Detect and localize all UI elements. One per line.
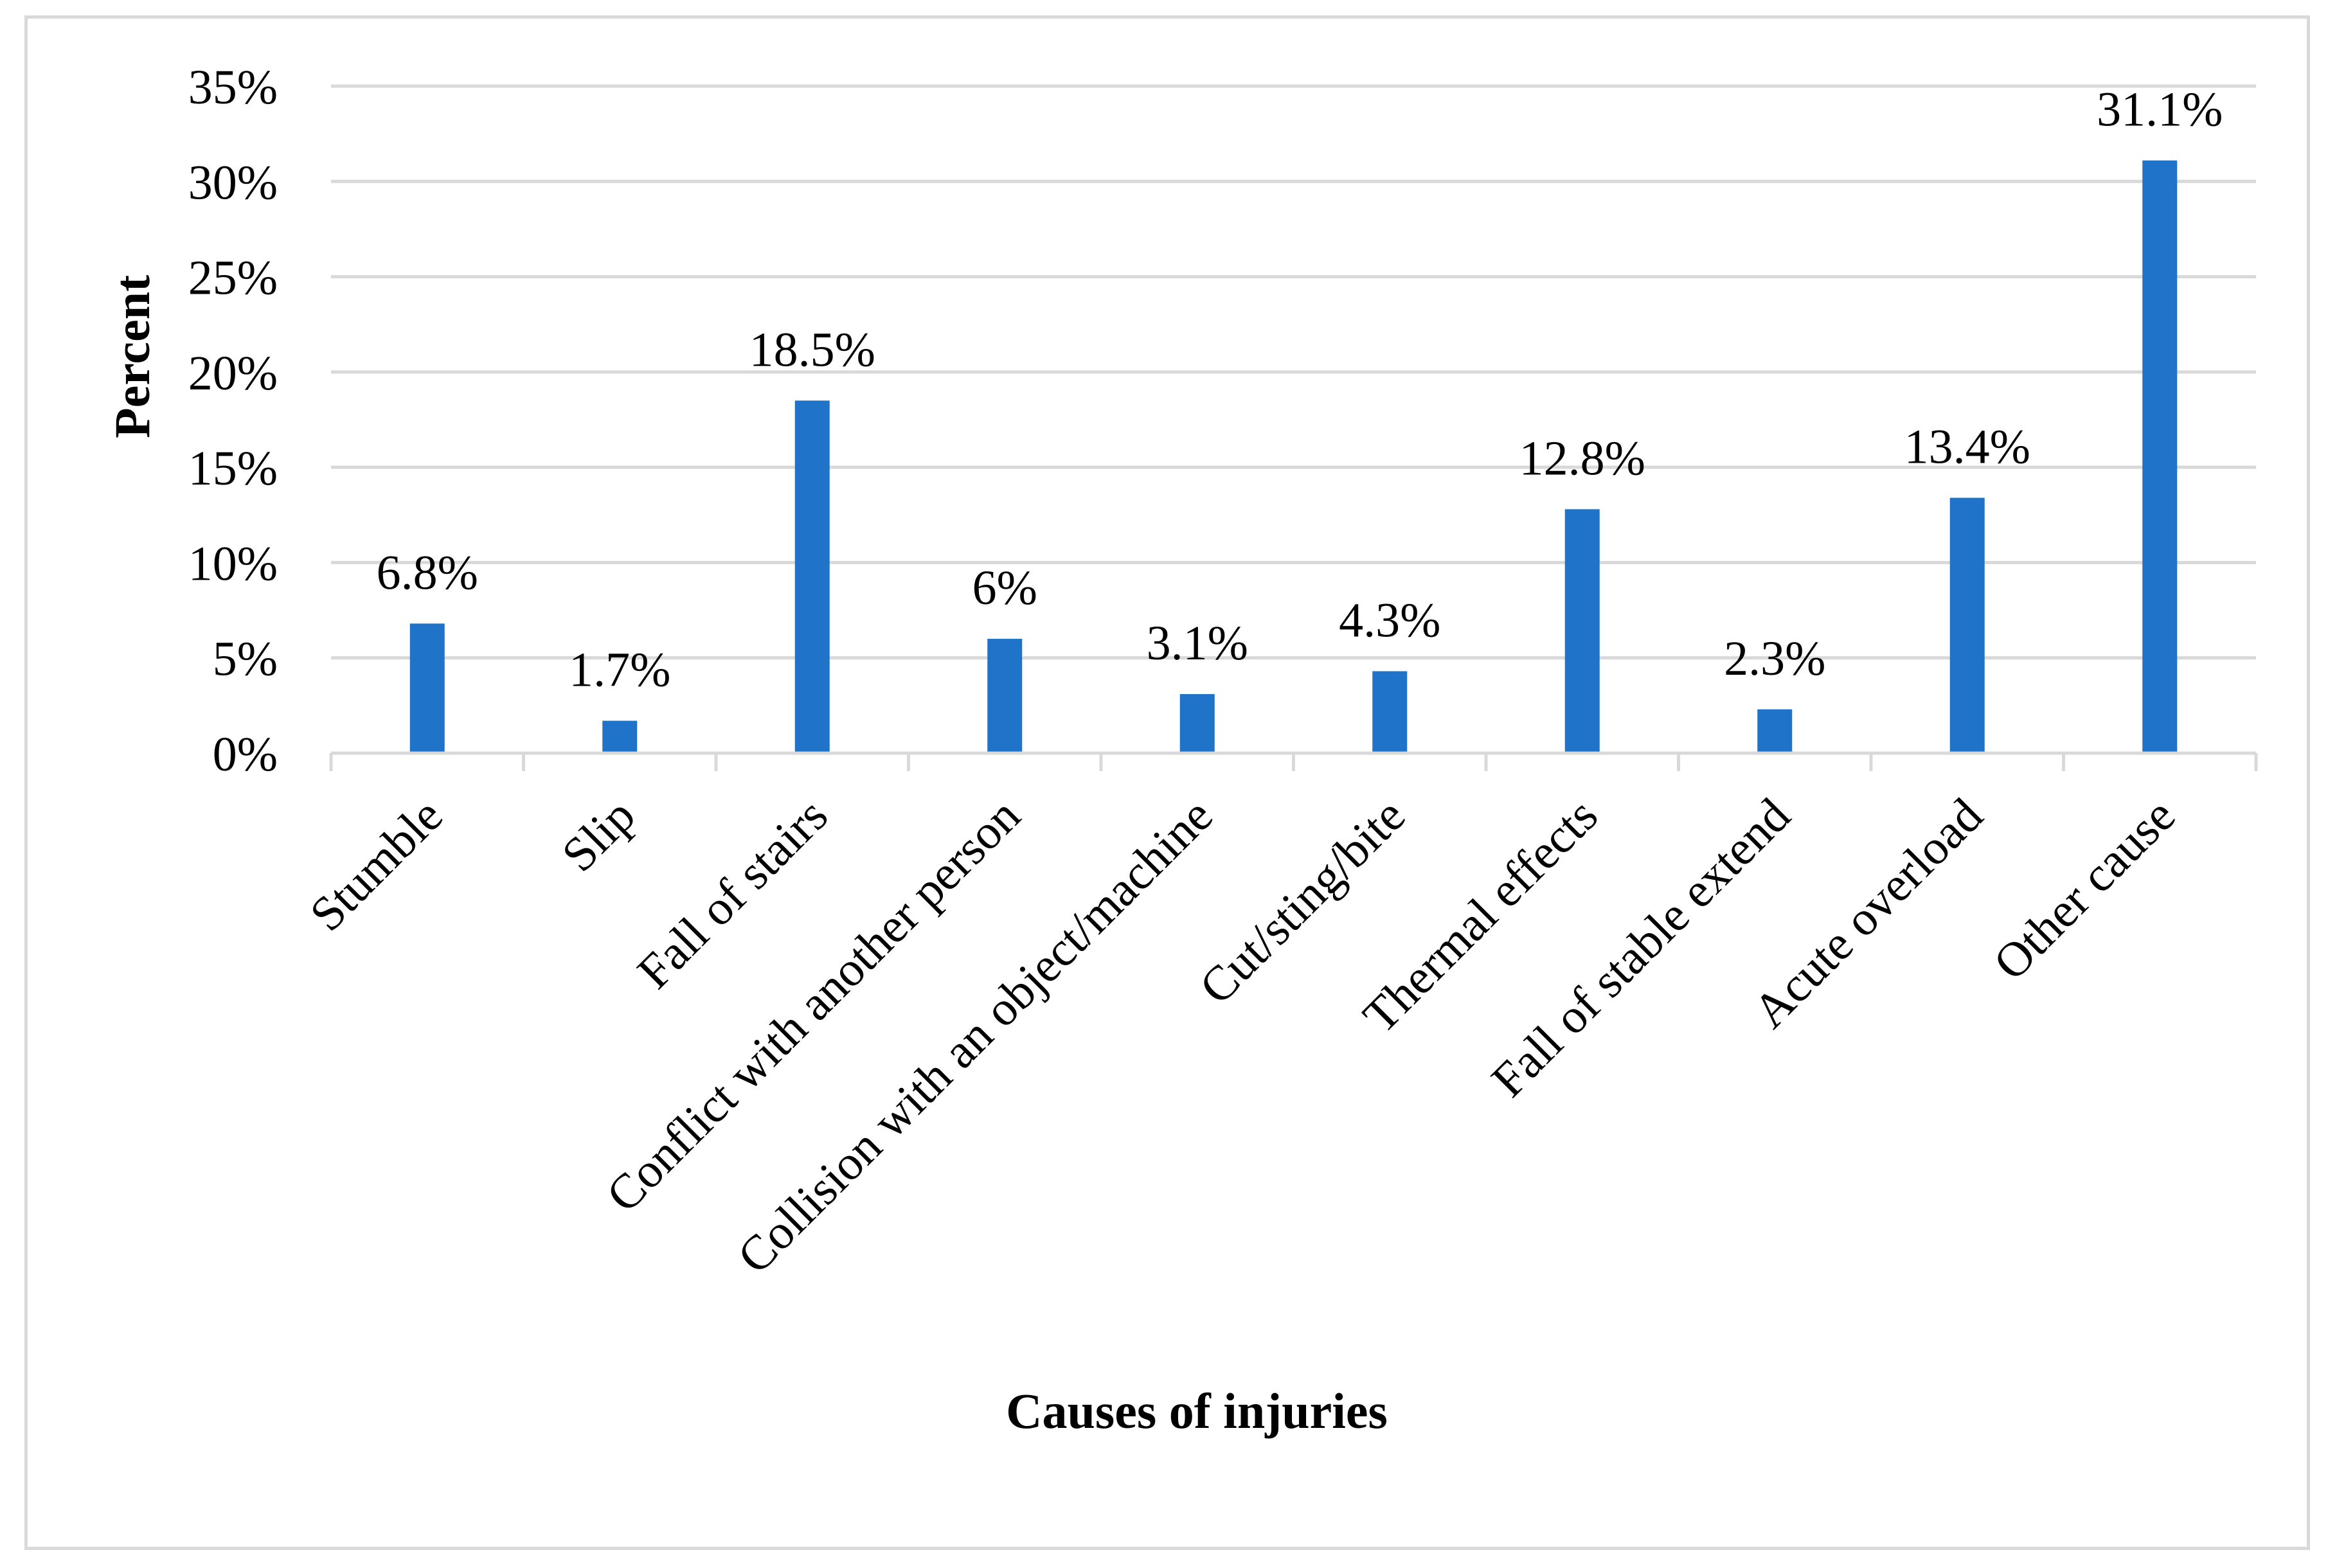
data-label: 4.3%	[1339, 593, 1440, 647]
bar	[987, 639, 1023, 753]
bar	[1564, 509, 1600, 753]
data-label: 18.5%	[749, 323, 875, 377]
y-tick-label: 10%	[188, 537, 278, 591]
category-label: Slip	[551, 788, 645, 882]
bar	[794, 400, 830, 753]
chart-frame	[24, 15, 2310, 1550]
category-label: Fall of stairs	[627, 788, 838, 999]
category-label: Conflict with another person	[596, 788, 1030, 1223]
data-label: 1.7%	[569, 643, 670, 697]
gridlines	[331, 84, 2256, 660]
y-tick-label: 20%	[188, 346, 278, 400]
y-tick-label: 5%	[213, 632, 278, 686]
data-label: 6.8%	[377, 546, 478, 600]
bar	[1757, 709, 1793, 753]
data-label: 31.1%	[2097, 83, 2223, 137]
bars	[409, 160, 2178, 754]
x-axis	[329, 751, 2258, 771]
y-axis-ticks: 0% 5% 10% 15% 20% 25% 30% 35%	[188, 60, 278, 781]
bar	[1949, 497, 1985, 753]
data-label: 3.1%	[1147, 616, 1248, 670]
y-axis-title: Percent	[104, 275, 160, 438]
data-label: 12.8%	[1519, 431, 1645, 485]
bar	[2142, 160, 2178, 754]
data-label: 2.3%	[1724, 632, 1825, 686]
y-tick-label: 0%	[213, 727, 278, 781]
category-label: Stumble	[300, 788, 453, 942]
bar	[1179, 694, 1215, 753]
bar	[1372, 671, 1408, 753]
category-label: Other cause	[1983, 788, 2186, 991]
data-label: 13.4%	[1904, 420, 2030, 474]
bar	[409, 623, 445, 753]
y-tick-label: 15%	[188, 441, 278, 495]
y-tick-label: 25%	[188, 251, 278, 305]
data-labels: 6.8% 1.7% 18.5% 6% 3.1% 4.3% 12.8% 2.3% 13.4% 31.…	[377, 83, 2223, 697]
data-label: 6%	[972, 561, 1037, 615]
bar	[602, 720, 638, 753]
y-tick-label: 30%	[188, 156, 278, 209]
y-tick-label: 35%	[188, 60, 278, 114]
x-axis-title: Causes of injuries	[1006, 1383, 1388, 1439]
